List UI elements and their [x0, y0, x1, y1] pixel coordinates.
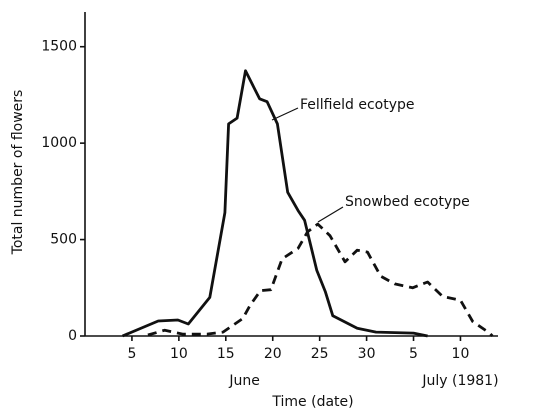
series-annotation: Snowbed ecotype: [345, 194, 470, 210]
data-line: [121, 69, 428, 338]
y-tick-label: 500: [50, 232, 77, 248]
x-tick-label: 30: [358, 346, 376, 362]
y-tick-label: 1500: [41, 39, 77, 55]
annotation-leader: [271, 107, 299, 121]
x-tick-label: 20: [264, 346, 282, 362]
annotation-leader: [317, 206, 344, 223]
y-tick-label: 1000: [41, 135, 77, 151]
month-label: June: [228, 373, 260, 389]
data-line: [147, 222, 494, 337]
y-tick-label: 0: [68, 328, 77, 344]
x-tick-label: 5: [409, 346, 418, 362]
series-annotation: Fellfield ecotype: [300, 97, 415, 113]
x-tick-label: 10: [452, 346, 470, 362]
x-tick-label: 25: [311, 346, 329, 362]
x-tick-label: 15: [217, 346, 235, 362]
y-axis-label: Total number of flowers: [10, 90, 26, 256]
month-label: July (1981): [421, 373, 498, 389]
x-axis-label: Time (date): [271, 394, 353, 410]
x-tick-label: 10: [170, 346, 188, 362]
x-tick-label: 5: [127, 346, 136, 362]
